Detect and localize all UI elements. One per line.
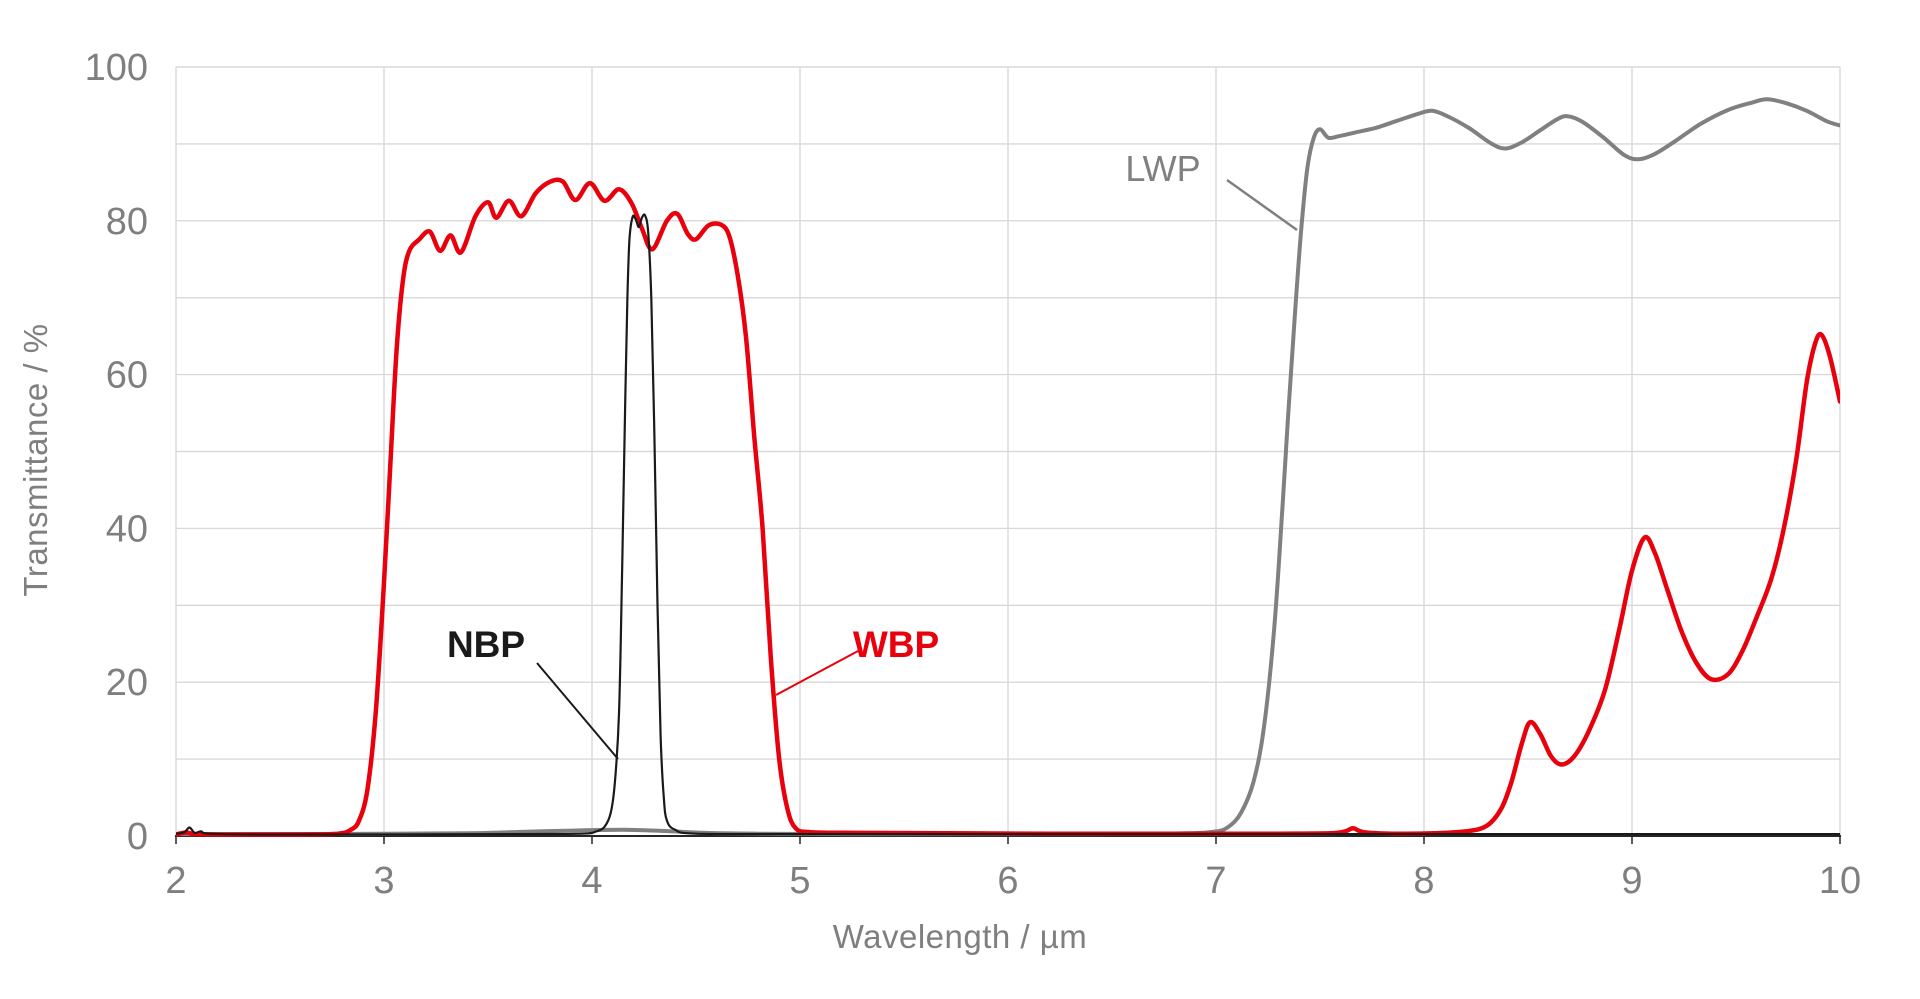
y-tick-label: 100 <box>85 47 148 89</box>
y-tick-label: 60 <box>106 355 148 397</box>
curve-label-nbp: NBP <box>447 624 525 665</box>
x-tick-label: 2 <box>165 860 186 902</box>
y-tick-label: 80 <box>106 201 148 243</box>
x-tick-label: 8 <box>1413 860 1434 902</box>
x-tick-label: 3 <box>373 860 394 902</box>
curve-label-wbp: WBP <box>853 624 939 665</box>
label-leader-nbp <box>536 662 619 760</box>
series-nbp-curve <box>176 213 1840 836</box>
x-tick-label: 10 <box>1819 860 1861 902</box>
y-tick-label: 40 <box>106 508 148 550</box>
series-wbp-curve <box>176 177 1840 837</box>
curve-label-lwp: LWP <box>1125 148 1200 189</box>
x-tick-label: 9 <box>1621 860 1642 902</box>
x-tick-label: 6 <box>997 860 1018 902</box>
x-tick-label: 5 <box>789 860 810 902</box>
x-tick-label: 4 <box>581 860 602 902</box>
x-tick-label: 7 <box>1205 860 1226 902</box>
label-leader-wbp <box>775 650 859 696</box>
y-tick-label: 0 <box>127 816 148 858</box>
x-axis-title: Wavelength / µm <box>832 918 1088 955</box>
y-tick-label: 20 <box>106 662 148 704</box>
label-leader-lwp <box>1226 178 1298 232</box>
y-axis-title: Transmittance / % <box>17 323 54 597</box>
